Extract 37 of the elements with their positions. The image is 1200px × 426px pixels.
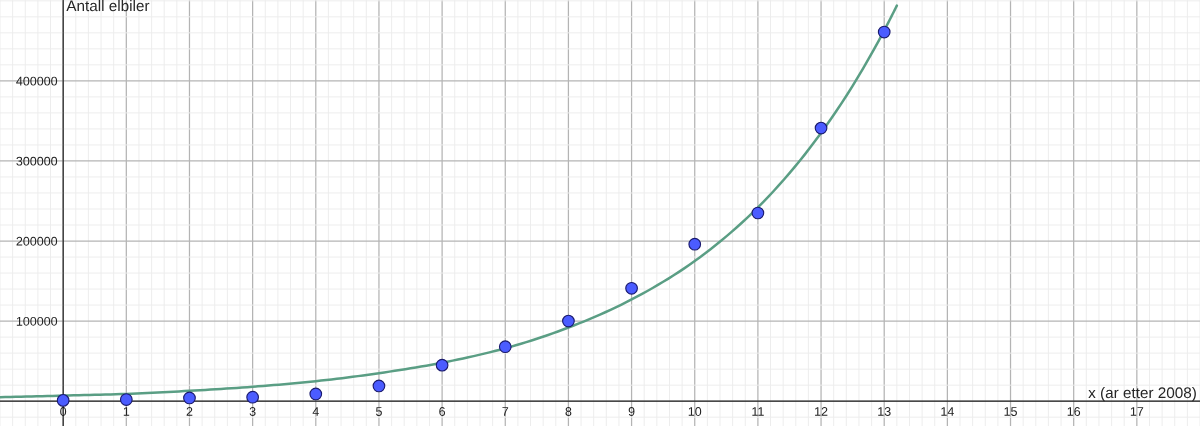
x-tick-label: 10 <box>688 407 702 416</box>
point <box>56 394 70 407</box>
point <box>246 390 259 404</box>
x-tick-label: 11 <box>752 407 764 416</box>
point <box>372 379 386 393</box>
x-tick-label: 9 <box>628 407 635 416</box>
point <box>625 281 638 295</box>
y-tick-label: 400000 <box>16 76 58 86</box>
point <box>877 25 891 39</box>
y-axis-title: Antall elbiler <box>66 0 150 12</box>
x-tick-label: 5 <box>375 407 382 416</box>
x-tick-label: 17 <box>1130 407 1144 416</box>
x-tick-label: 16 <box>1067 407 1081 416</box>
y-tick-label: 100000 <box>16 316 58 326</box>
point <box>562 314 575 328</box>
x-tick-label: 14 <box>941 407 954 416</box>
point <box>814 121 828 135</box>
y-tick-label: 200000 <box>16 236 58 246</box>
point <box>688 237 702 251</box>
x-tick-label: 3 <box>249 407 256 416</box>
y-tick-label: 300000 <box>16 156 58 166</box>
point <box>751 206 765 220</box>
point <box>309 387 323 401</box>
x-tick-label: 12 <box>815 407 828 416</box>
x-tick-label: 1 <box>123 407 130 416</box>
x-tick-label: 2 <box>186 407 193 416</box>
x-tick-label: 7 <box>502 407 509 416</box>
x-tick-label: 6 <box>439 407 446 416</box>
x-axis-title: x (ar etter 2008) <box>1088 386 1196 402</box>
x-tick-label: 15 <box>1004 407 1017 416</box>
point <box>435 358 449 372</box>
point <box>119 393 133 406</box>
point <box>498 340 512 354</box>
x-tick-label: 13 <box>878 407 891 416</box>
x-tick-label: 4 <box>312 407 319 416</box>
x-tick-label: 8 <box>565 407 572 416</box>
point <box>183 391 196 405</box>
